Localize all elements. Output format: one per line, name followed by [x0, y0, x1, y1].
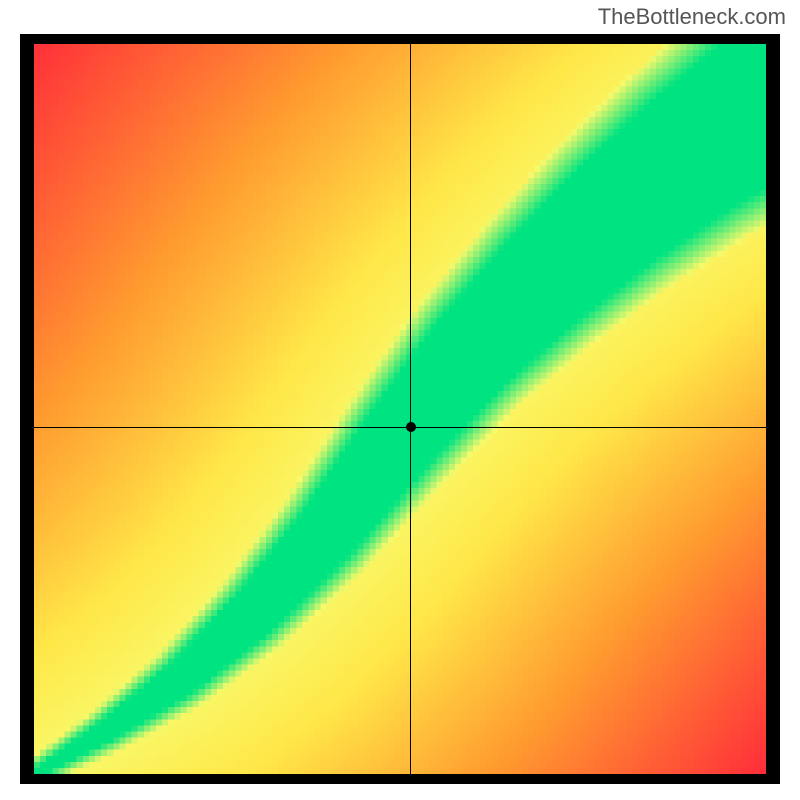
watermark-text: TheBottleneck.com: [598, 4, 786, 30]
chart-container: TheBottleneck.com: [0, 0, 800, 800]
crosshair-vertical: [410, 44, 411, 774]
bottleneck-heatmap: [34, 44, 766, 774]
crosshair-horizontal: [34, 427, 766, 428]
